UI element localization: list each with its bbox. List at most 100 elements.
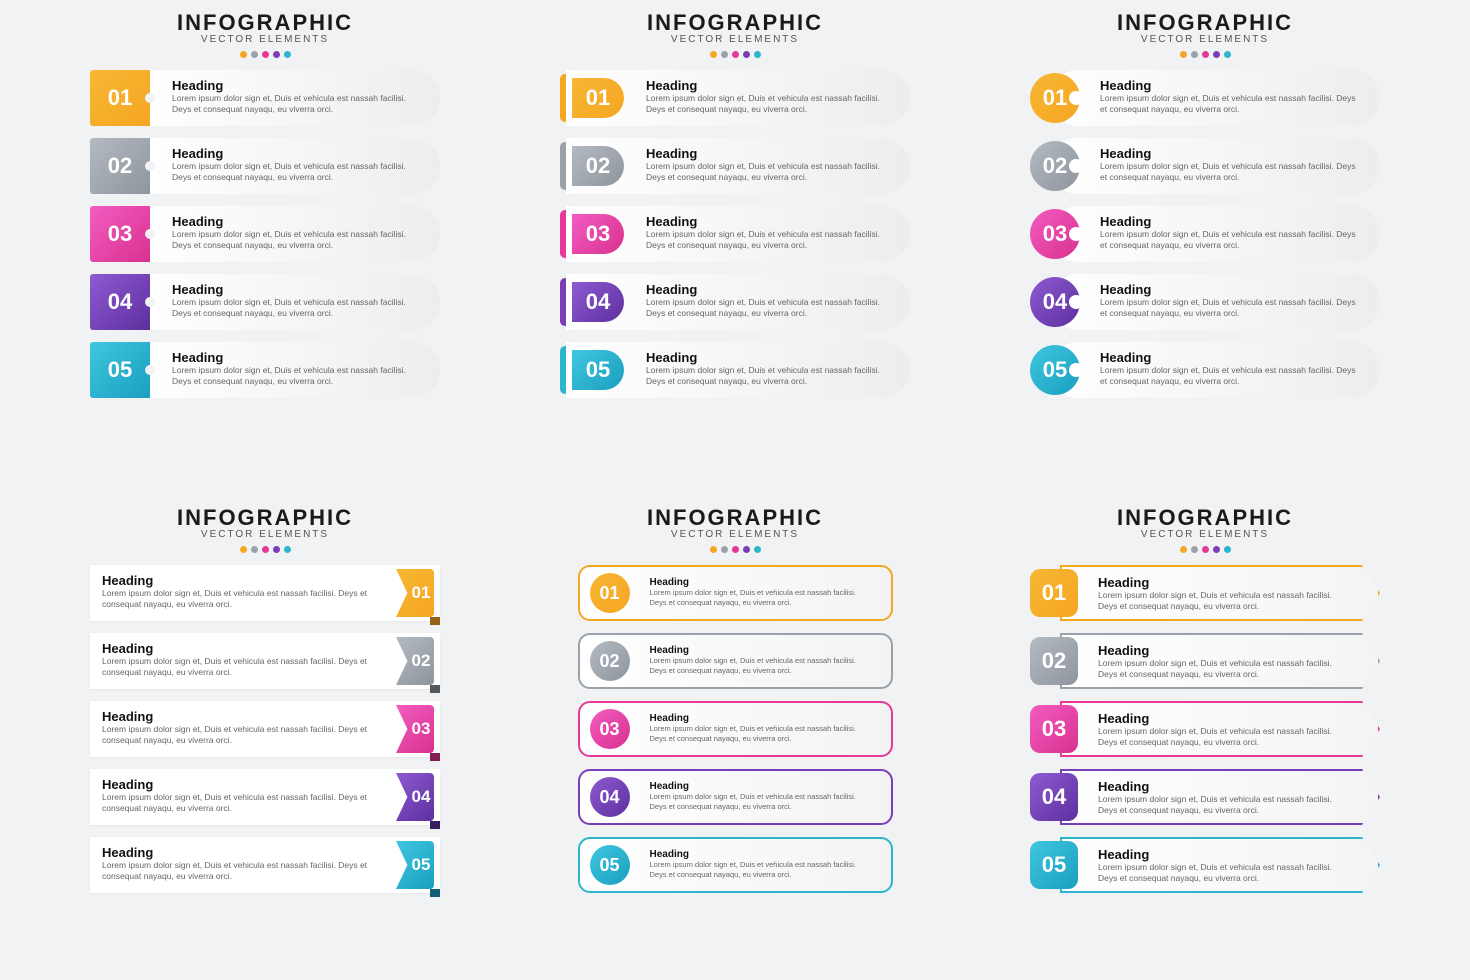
ribbon-fold-icon (430, 889, 440, 897)
dot-icon (1202, 51, 1209, 58)
step-heading: Heading (1100, 214, 1362, 229)
list-item: HeadingLorem ipsum dolor sign et, Duis e… (1030, 837, 1380, 893)
list-item: HeadingLorem ipsum dolor sign et, Duis e… (1030, 701, 1380, 757)
step-heading: Heading (1100, 282, 1362, 297)
step-heading: Heading (1100, 350, 1362, 365)
step-card: HeadingLorem ipsum dolor sign et, Duis e… (150, 138, 440, 194)
list-item: 01HeadingLorem ipsum dolor sign et, Duis… (578, 565, 893, 621)
step-badge: 04 (1030, 773, 1078, 821)
step-heading: Heading (1098, 779, 1352, 794)
list-item: 05HeadingLorem ipsum dolor sign et, Duis… (578, 837, 893, 893)
panel-title: INFOGRAPHIC (177, 505, 353, 531)
list-item: HeadingLorem ipsum dolor sign et, Duis e… (560, 274, 910, 330)
infographic-panel-v4: INFOGRAPHIC VECTOR ELEMENTS HeadingLorem… (90, 505, 440, 970)
step-heading: Heading (102, 777, 380, 792)
dot-icon (743, 546, 750, 553)
step-heading: Heading (1100, 146, 1362, 161)
list-item: HeadingLorem ipsum dolor sign et, Duis e… (90, 769, 440, 825)
dot-icon (1213, 51, 1220, 58)
panel-title: INFOGRAPHIC (647, 10, 823, 36)
dot-icon (1213, 546, 1220, 553)
step-card: HeadingLorem ipsum dolor sign et, Duis e… (1060, 565, 1380, 621)
step-card: HeadingLorem ipsum dolor sign et, Duis e… (1050, 138, 1380, 194)
step-badge: 04 (590, 777, 630, 817)
step-body: Lorem ipsum dolor sign et, Duis et vehic… (1100, 161, 1362, 184)
panel-title: INFOGRAPHIC (1117, 10, 1293, 36)
dot-icon (262, 546, 269, 553)
step-badge: 02 (572, 146, 624, 186)
list-item: 05HeadingLorem ipsum dolor sign et, Duis… (90, 342, 440, 398)
step-badge: 01 (590, 573, 630, 613)
infographic-panel-v3: INFOGRAPHIC VECTOR ELEMENTS HeadingLorem… (1030, 10, 1380, 475)
step-number: 02 (586, 153, 610, 179)
step-badge: 03 (590, 709, 630, 749)
infographic-panel-v5: INFOGRAPHIC VECTOR ELEMENTS 01HeadingLor… (560, 505, 910, 970)
list-item: 04HeadingLorem ipsum dolor sign et, Duis… (90, 274, 440, 330)
dot-icon (273, 51, 280, 58)
step-card: HeadingLorem ipsum dolor sign et, Duis e… (1060, 769, 1380, 825)
step-heading: Heading (102, 845, 380, 860)
item-list-v4: Heading Lorem ipsum dolor sign et, Duis e… (90, 565, 440, 893)
list-item: HeadingLorem ipsum dolor sign et, Duis e… (560, 206, 910, 262)
step-number: 01 (108, 85, 132, 111)
step-badge: 05 (90, 342, 150, 398)
step-body: Lorem ipsum dolor sign et, Duis et vehic… (172, 365, 422, 388)
list-item: HeadingLorem ipsum dolor sign et, Duis e… (1030, 769, 1380, 825)
step-heading: Heading (172, 146, 422, 161)
step-body: Lorem ipsum dolor sign et, Duis et vehic… (102, 656, 380, 679)
step-heading: Heading (646, 350, 892, 365)
list-item: HeadingLorem ipsum dolor sign et, Duis e… (1030, 70, 1380, 126)
step-body: Lorem ipsum dolor sign et, Duis et vehic… (650, 860, 875, 880)
ribbon-fold-icon (430, 617, 440, 625)
dot-indicator (240, 51, 291, 58)
dot-icon (710, 51, 717, 58)
step-badge: 04 (90, 274, 150, 330)
step-body: Lorem ipsum dolor sign et, Duis et vehic… (650, 656, 875, 676)
step-badge: 03 (1030, 209, 1080, 259)
infographic-panel-v6: INFOGRAPHIC VECTOR ELEMENTS HeadingLorem… (1030, 505, 1380, 970)
dot-icon (1180, 546, 1187, 553)
step-body: Lorem ipsum dolor sign et, Duis et vehic… (1100, 229, 1362, 252)
step-heading: Heading (102, 573, 380, 588)
ribbon-fold-icon (430, 821, 440, 829)
step-badge: 03 (1030, 705, 1078, 753)
step-card: HeadingLorem ipsum dolor sign et, Duis e… (1060, 701, 1380, 757)
dot-icon (721, 546, 728, 553)
step-number: 05 (1043, 357, 1067, 383)
dot-indicator (710, 546, 761, 553)
step-heading: Heading (650, 577, 875, 588)
step-number: 02 (1042, 648, 1066, 674)
step-heading: Heading (650, 781, 875, 792)
step-number: 01 (1042, 580, 1066, 606)
step-number: 01 (1043, 85, 1067, 111)
step-body: Lorem ipsum dolor sign et, Duis et vehic… (1098, 726, 1352, 749)
dot-icon (721, 51, 728, 58)
step-number: 05 (1042, 852, 1066, 878)
step-body: Lorem ipsum dolor sign et, Duis et vehic… (646, 365, 892, 388)
step-heading: Heading (1098, 575, 1352, 590)
step-number: 04 (599, 787, 619, 808)
step-heading: Heading (172, 78, 422, 93)
step-body: Lorem ipsum dolor sign et, Duis et vehic… (1098, 590, 1352, 613)
step-number: 01 (412, 583, 431, 603)
dot-icon (754, 546, 761, 553)
step-badge: 01 (1030, 73, 1080, 123)
step-body: Lorem ipsum dolor sign et, Duis et vehic… (1100, 297, 1362, 320)
step-badge: 03 (572, 214, 624, 254)
step-number: 05 (586, 357, 610, 383)
panel-title: INFOGRAPHIC (647, 505, 823, 531)
list-item: HeadingLorem ipsum dolor sign et, Duis e… (90, 837, 440, 893)
step-number: 03 (1043, 221, 1067, 247)
step-badge: 02 (1030, 637, 1078, 685)
list-item: HeadingLorem ipsum dolor sign et, Duis e… (90, 701, 440, 757)
step-number: 04 (412, 787, 431, 807)
step-number: 04 (1042, 784, 1066, 810)
step-badge: 01 (572, 78, 624, 118)
step-card: HeadingLorem ipsum dolor sign et, Duis e… (1050, 342, 1380, 398)
step-badge: 01 (90, 70, 150, 126)
step-body: Lorem ipsum dolor sign et, Duis et vehic… (172, 297, 422, 320)
dot-icon (732, 51, 739, 58)
item-list-v5: 01 Heading Lorem ipsum dolor sign et, Duis… (578, 565, 893, 893)
list-item: 04HeadingLorem ipsum dolor sign et, Duis… (578, 769, 893, 825)
step-number: 02 (108, 153, 132, 179)
